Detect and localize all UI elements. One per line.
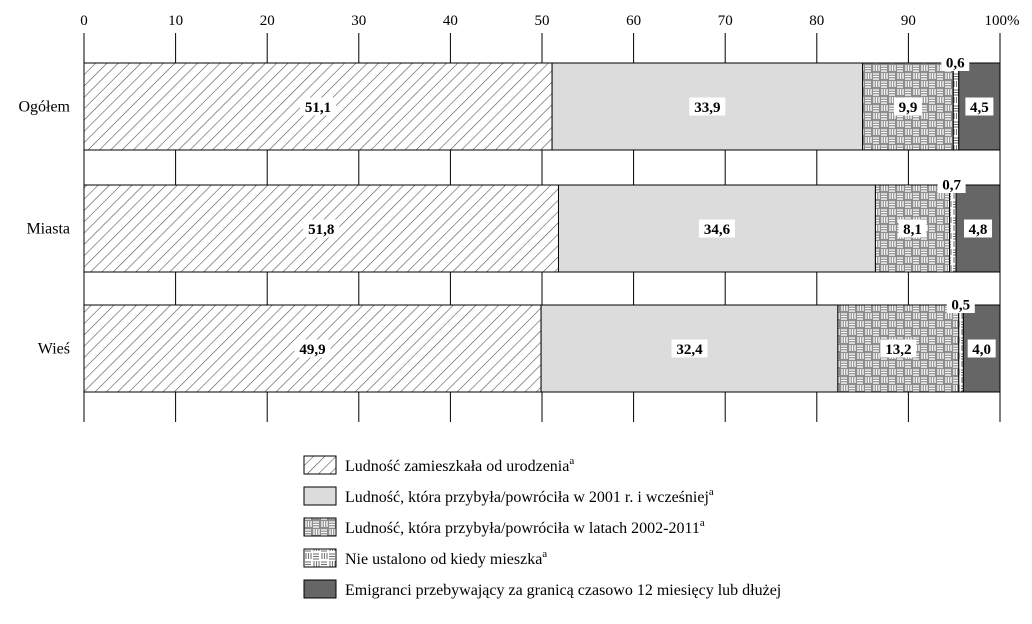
svg-text:32,4: 32,4 <box>676 342 703 358</box>
svg-text:4,8: 4,8 <box>969 222 988 238</box>
legend-swatch-4 <box>303 579 337 599</box>
svg-text:49,9: 49,9 <box>299 342 325 358</box>
bar-segment-s3-c2 <box>958 304 964 393</box>
data-label-s2-c0: 9,9 <box>893 97 922 116</box>
svg-text:8,1: 8,1 <box>903 222 922 238</box>
data-label-s1-c1: 34,6 <box>698 219 735 238</box>
legend-label-1: Ludność, która przybyła/powróciła w 2001… <box>345 486 714 506</box>
svg-text:51,1: 51,1 <box>305 100 331 116</box>
data-label-s3-c2: 0,5 <box>946 295 975 314</box>
x-tick-label: 10 <box>168 13 183 29</box>
legend-item-3: Nie ustalono od kiedy mieszkaa <box>303 548 547 568</box>
svg-text:9,9: 9,9 <box>899 100 918 116</box>
data-label-s4-c0: 4,5 <box>965 97 994 116</box>
legend-item-0: Ludność zamieszkała od urodzeniaa <box>303 455 574 475</box>
data-label-s0-c1: 51,8 <box>303 219 340 238</box>
svg-text:0,6: 0,6 <box>946 56 965 72</box>
legend-label-2: Ludność, która przybyła/powróciła w lata… <box>345 517 705 537</box>
svg-text:4,0: 4,0 <box>972 342 991 358</box>
data-label-s1-c2: 32,4 <box>671 339 708 358</box>
svg-text:34,6: 34,6 <box>704 222 731 238</box>
data-label-s2-c2: 13,2 <box>880 339 917 358</box>
data-label-s1-c0: 33,9 <box>689 97 726 116</box>
x-tick-label: 20 <box>260 13 275 29</box>
svg-text:4,5: 4,5 <box>970 100 989 116</box>
bar-segment-s4-c1 <box>955 184 1001 273</box>
svg-text:0,7: 0,7 <box>942 178 961 194</box>
x-tick-label: 30 <box>351 13 366 29</box>
data-label-s4-c2: 4,0 <box>967 339 996 358</box>
legend-label-0: Ludność zamieszkała od urodzeniaa <box>345 455 574 475</box>
legend-item-1: Ludność, która przybyła/powróciła w 2001… <box>303 486 714 506</box>
x-tick-label: 100% <box>985 13 1020 29</box>
x-tick-label: 50 <box>535 13 550 29</box>
legend-swatch-3 <box>303 548 337 568</box>
data-label-s4-c1: 4,8 <box>964 219 993 238</box>
category-label: Wieś <box>38 341 70 358</box>
legend-swatch-2 <box>303 517 337 537</box>
legend-swatch-1 <box>303 486 337 506</box>
svg-text:0,5: 0,5 <box>951 298 970 314</box>
bar-segment-s3-c0 <box>952 62 960 151</box>
x-axis: 0 10 20 30 40 50 60 70 80 90 100% <box>80 13 1019 29</box>
bar-segment-s3-c1 <box>949 184 957 273</box>
data-label-s3-c1: 0,7 <box>937 175 966 194</box>
data-label-s0-c2: 49,9 <box>294 339 331 358</box>
x-tick-label: 80 <box>809 13 824 29</box>
legend-item-4: Emigranci przebywający za granicą czasow… <box>303 579 781 599</box>
x-tick-label: 60 <box>626 13 641 29</box>
x-tick-label: 0 <box>80 13 88 29</box>
bars <box>83 62 1001 393</box>
data-labels: 51,1 33,9 9,9 0,6 4,5 51,8 34,6 8,1 0,7 4,8 49,9 32… <box>294 53 996 358</box>
legend-item-2: Ludność, która przybyła/powróciła w lata… <box>303 517 705 537</box>
x-tick-label: 70 <box>718 13 733 29</box>
legend-label-3: Nie ustalono od kiedy mieszkaa <box>345 548 547 568</box>
x-tick-label: 90 <box>901 13 916 29</box>
legend: Ludność zamieszkała od urodzeniaa Ludność… <box>303 455 781 599</box>
svg-text:33,9: 33,9 <box>694 100 720 116</box>
legend-label-4: Emigranci przebywający za granicą czasow… <box>345 582 781 599</box>
category-label: Ogółem <box>18 99 70 116</box>
data-label-s3-c0: 0,6 <box>941 53 970 72</box>
svg-text:51,8: 51,8 <box>308 222 334 238</box>
data-label-s2-c1: 8,1 <box>898 219 927 238</box>
category-axis: Ogółem Miasta Wieś <box>18 99 70 358</box>
legend-swatch-0 <box>303 455 337 475</box>
category-label: Miasta <box>26 221 70 238</box>
x-tick-label: 40 <box>443 13 458 29</box>
svg-text:13,2: 13,2 <box>885 342 911 358</box>
data-label-s0-c0: 51,1 <box>300 97 337 116</box>
